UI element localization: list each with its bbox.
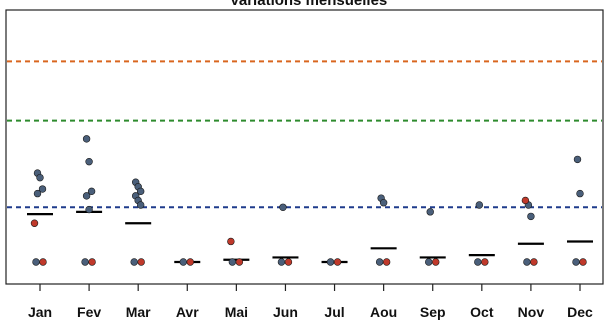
data-point [82,192,91,200]
data-point [88,258,96,266]
data-point [573,155,582,164]
plot-frame [5,9,604,285]
data-point [130,258,138,266]
data-point [137,258,145,266]
x-tick-label: Dec [567,304,593,320]
x-tick-label: Jan [28,304,52,320]
data-point [136,201,145,209]
data-point [38,185,47,193]
x-tick-label: Nov [518,304,545,320]
data-point [527,212,535,221]
data-point [523,258,531,266]
data-point [333,258,342,266]
data-point [235,258,244,266]
data-point [432,258,440,266]
data-point [85,157,93,166]
data-point [81,258,89,266]
data-point [481,258,489,266]
x-tick-label: Aou [370,304,397,320]
data-point [284,258,293,266]
data-point [227,237,235,246]
data-point [375,258,384,266]
x-tick-label: Avr [176,304,199,320]
data-point [32,258,40,266]
x-tick-label: Sep [420,304,446,320]
data-point [576,189,584,198]
data-point [426,208,434,216]
data-point [521,196,530,205]
data-point [186,258,194,266]
data-point [279,203,287,211]
x-tick-label: Jul [324,304,344,320]
data-point [30,219,39,227]
data-point [87,187,96,196]
data-point [474,258,482,266]
data-point [425,258,433,266]
data-point [379,199,388,207]
data-point [136,187,145,196]
x-tick-label: Mai [225,304,248,320]
data-point [530,258,538,266]
data-point [82,135,91,143]
data-point [36,173,44,182]
data-point [33,189,42,198]
x-tick-label: Oct [470,304,494,320]
data-point [572,258,580,266]
data-point [85,205,93,214]
x-tick-label: Fev [77,304,101,320]
x-tick-label: Jun [273,304,298,320]
x-tick-label: Mar [126,304,151,320]
data-point [277,258,286,266]
data-point [579,258,587,266]
data-point [382,258,391,266]
data-point [228,258,237,266]
data-point [326,258,335,266]
data-point [475,201,484,209]
data-point [179,258,187,266]
chart-title: Variations mensuelles [230,0,388,9]
data-point [39,258,47,266]
